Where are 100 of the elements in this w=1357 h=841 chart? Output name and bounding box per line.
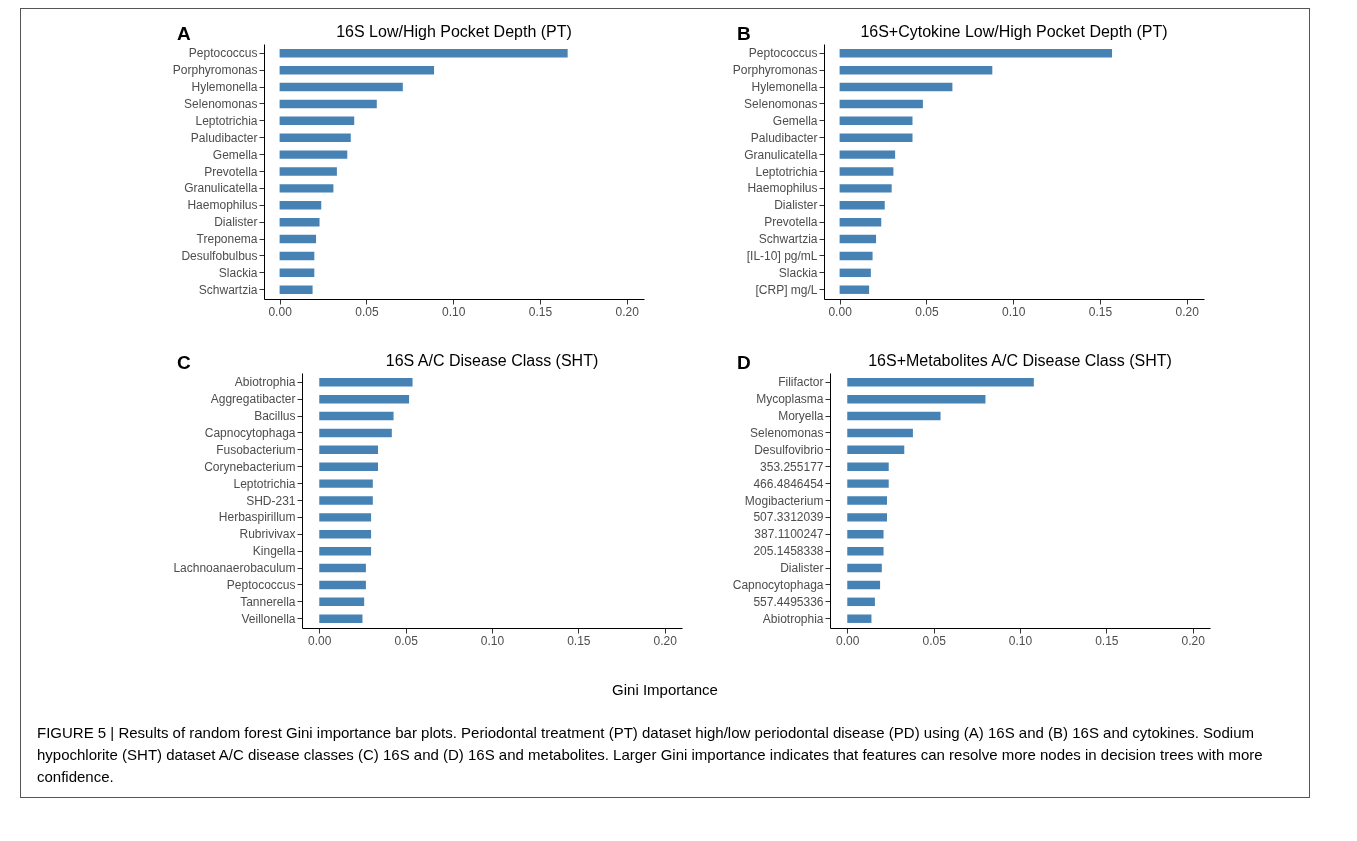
x-tick-label: 0.00 (308, 633, 332, 648)
bar (839, 184, 892, 193)
bar (319, 614, 363, 623)
bar (847, 479, 889, 488)
y-tick-label: 353.255177 (760, 459, 824, 474)
bar (847, 563, 882, 573)
chart-title: 16S Low/High Pocket Depth (PT) (336, 23, 572, 40)
bar (839, 167, 894, 176)
x-tick-label: 0.05 (394, 633, 419, 648)
bar (279, 167, 337, 176)
x-tick-label: 0.20 (653, 633, 678, 648)
bar (839, 65, 993, 75)
x-tick-label: 0.00 (268, 304, 293, 319)
y-tick-label: Treponema (196, 232, 258, 247)
bar (847, 513, 887, 522)
bar (847, 445, 905, 455)
bar (847, 580, 881, 590)
x-axis-title: Gini Importance (611, 681, 719, 698)
y-tick-label: Dialister (780, 561, 824, 576)
bar (847, 378, 1034, 387)
bar (847, 394, 986, 404)
bar (319, 513, 372, 522)
y-tick-label: Peptococcus (748, 46, 818, 61)
y-tick-label: Tannerella (240, 594, 296, 609)
y-tick-label: Hylemonella (751, 80, 818, 95)
bar (319, 378, 413, 387)
x-tick-label: 0.00 (828, 304, 853, 319)
y-tick-label: 387.1100247 (754, 527, 824, 542)
y-tick-label: Mycoplasma (756, 392, 824, 407)
bar (839, 285, 870, 294)
bar (319, 394, 410, 404)
y-tick-label: Dialister (214, 215, 258, 230)
y-tick-label: Leptotrichia (755, 164, 818, 179)
y-tick-label: 466.4846454 (753, 476, 824, 491)
bar (319, 580, 366, 590)
bar (279, 116, 355, 126)
y-tick-label: Abiotrophia (762, 611, 824, 626)
y-tick-label: Paludibacter (750, 130, 818, 145)
y-tick-label: Herbaspirillum (218, 510, 296, 525)
bar (847, 597, 875, 607)
y-tick-label: 205.1458338 (753, 544, 824, 559)
y-tick-label: Slackia (218, 265, 258, 280)
chart-title: 16S A/C Disease Class (SHT) (385, 352, 599, 369)
y-tick-label: [CRP] mg/L (755, 282, 818, 297)
y-tick-label: Fusobacterium (216, 442, 296, 457)
y-tick-label: Peptococcus (188, 46, 258, 61)
bar (847, 530, 884, 539)
bar (279, 201, 322, 210)
y-tick-label: Peptococcus (226, 577, 296, 592)
bar (319, 462, 378, 471)
bar (279, 217, 320, 227)
y-tick-label: Desulfovibrio (754, 442, 824, 457)
x-tick-label: 0.10 (1008, 633, 1033, 648)
y-tick-label: Paludibacter (190, 130, 258, 145)
bar (279, 133, 351, 142)
x-tick-label: 0.15 (1088, 304, 1113, 319)
bar (279, 268, 315, 278)
x-tick-label: 0.05 (915, 304, 939, 319)
bar (839, 234, 877, 244)
y-tick-label: Porphyromonas (732, 63, 818, 78)
bar (847, 614, 872, 623)
y-tick-label: Leptotrichia (195, 113, 258, 128)
caption: FIGURE 5 | Results of random forest Gini importance bar plots. Periodontal treatment (PT) dataset high/low periodontal disease (PD) using (A) 16S and (B) 16S and cytokines. Sodium hypochlorite (SHT) dataset A/C disease classes (C) 16S and (D) 16S and metabolites. Larger Gini importance indicates that features can resolve more nodes in decision trees with more confidence. (37, 723, 1264, 787)
bar (839, 49, 1113, 58)
chart-title: 16S+Cytokine Low/High Pocket Depth (PT) (860, 23, 1168, 40)
x-tick-label: 0.10 (1001, 304, 1026, 319)
y-tick-label: Leptotrichia (233, 476, 296, 491)
y-tick-label: Granulicatella (184, 181, 258, 196)
bar (847, 411, 941, 421)
text: D (737, 352, 751, 374)
bar (839, 99, 923, 109)
bar (319, 563, 366, 573)
y-tick-label: [IL-10] pg/mL (746, 248, 818, 263)
y-tick-label: Prevotella (204, 164, 258, 179)
y-tick-label: Hylemonella (191, 80, 258, 95)
y-tick-label: Lachnoanaerobaculum (173, 561, 296, 576)
y-tick-label: Selenomonas (184, 96, 258, 111)
bar (319, 597, 365, 607)
x-tick-label: 0.15 (1095, 633, 1119, 648)
y-tick-label: Haemophilus (187, 198, 258, 213)
bar (839, 116, 913, 126)
bar (279, 82, 403, 92)
y-tick-label: Selenomonas (744, 96, 818, 111)
x-tick-label: 0.10 (480, 633, 505, 648)
y-tick-label: Granulicatella (744, 147, 818, 162)
y-tick-label: Gemella (772, 113, 818, 128)
text: A (177, 23, 191, 45)
bar (319, 445, 378, 455)
bar (839, 82, 953, 92)
bar (279, 65, 435, 75)
y-tick-label: Desulfobulbus (181, 248, 258, 263)
bar (319, 546, 372, 556)
y-tick-label: Haemophilus (747, 181, 818, 196)
bar (279, 251, 315, 261)
y-tick-label: Kingella (252, 544, 296, 559)
y-tick-label: Rubrivivax (239, 527, 296, 542)
y-tick-label: Mogibacterium (744, 493, 824, 508)
bar (847, 496, 887, 505)
y-tick-label: Abiotrophia (234, 375, 296, 390)
y-tick-label: Corynebacterium (204, 459, 296, 474)
